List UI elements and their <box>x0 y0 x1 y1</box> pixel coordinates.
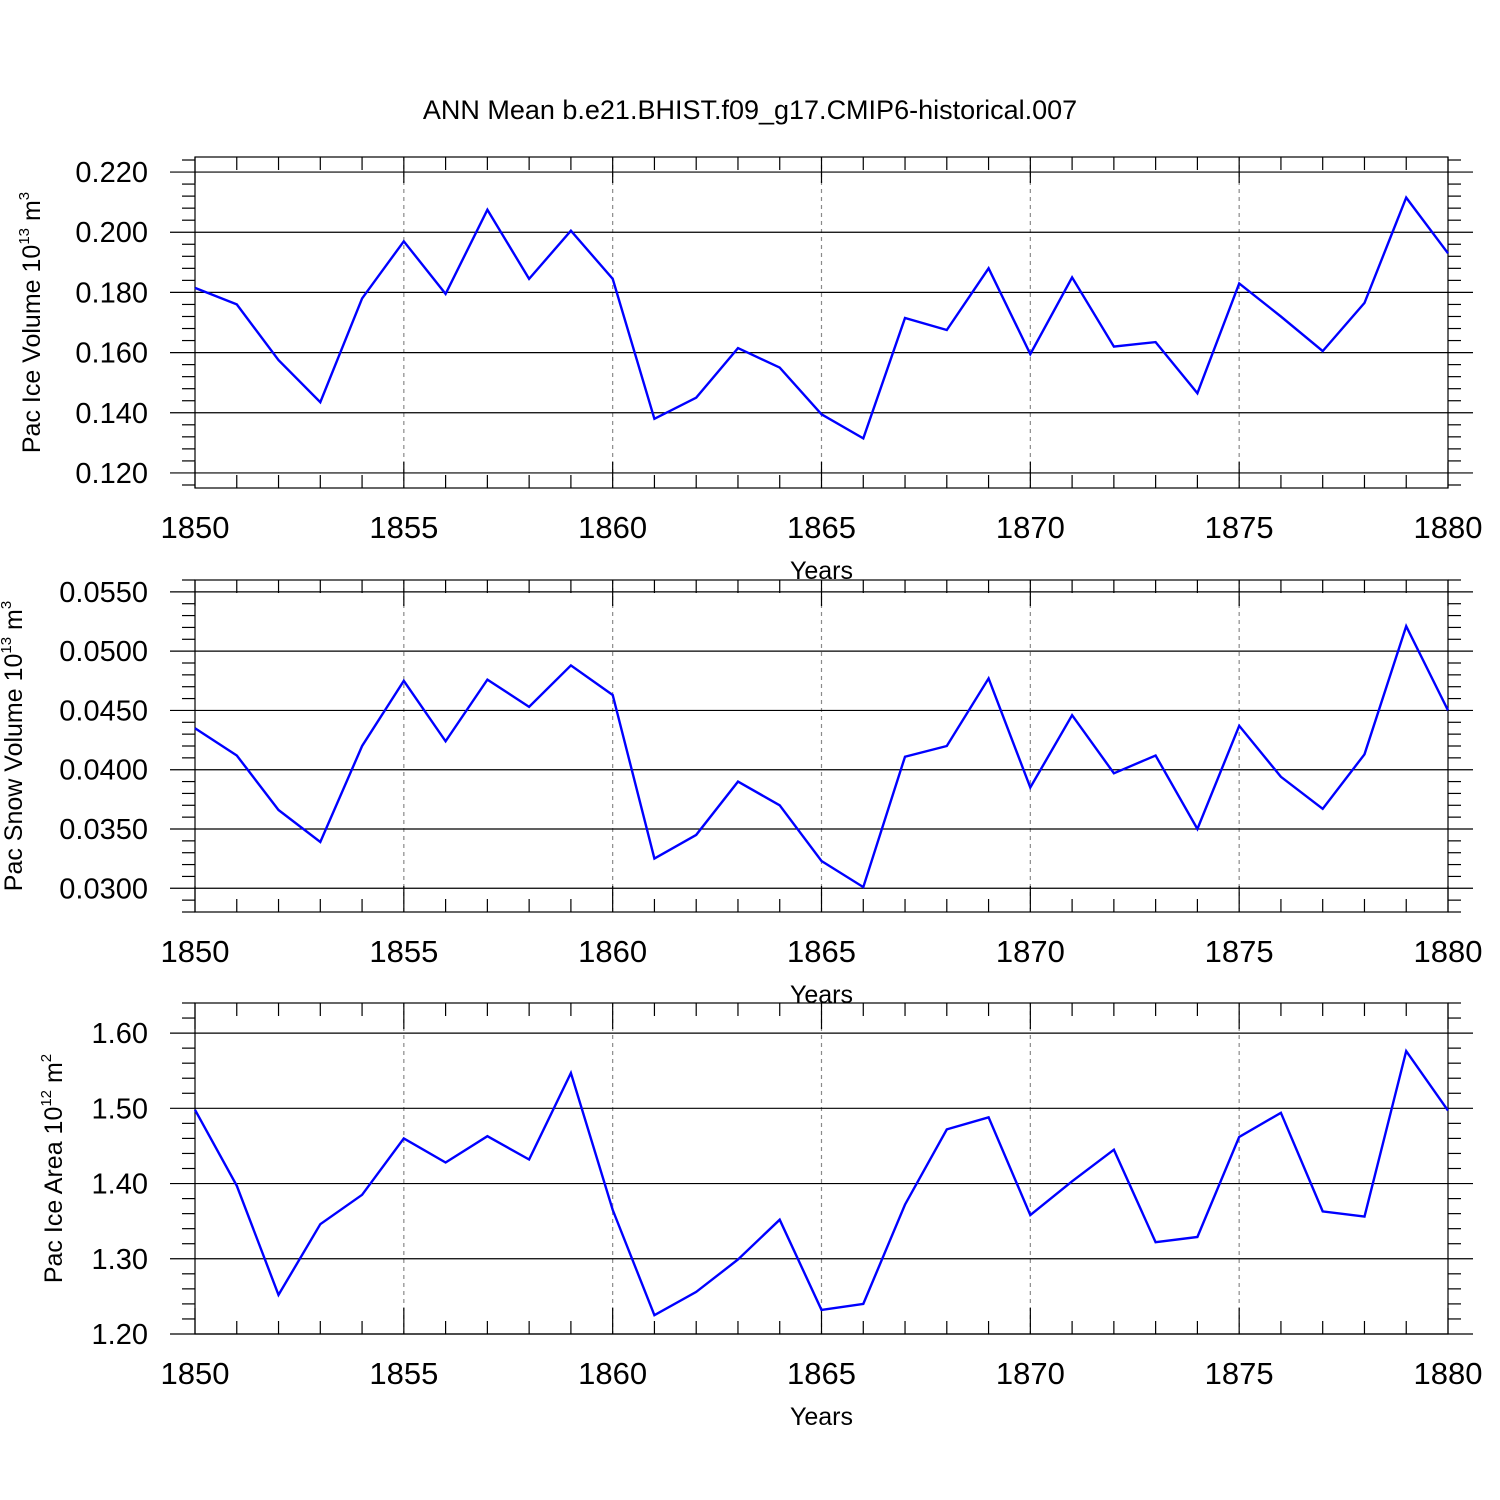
y-tick-label: 0.0450 <box>59 695 148 727</box>
x-tick-label: 1865 <box>787 934 856 969</box>
y-tick-label: 0.0350 <box>59 814 148 846</box>
x-tick-label: 1875 <box>1205 1356 1274 1391</box>
x-tick-label: 1865 <box>787 510 856 545</box>
series-line <box>193 1048 1449 1317</box>
y-tick-label: 1.40 <box>92 1169 148 1201</box>
x-tick-label: 1880 <box>1414 1356 1483 1391</box>
x-tick-label: 1860 <box>578 1356 647 1391</box>
x-tick-label: 1860 <box>578 510 647 545</box>
y-tick-label: 1.60 <box>92 1018 148 1050</box>
y-tick-label: 0.180 <box>75 277 148 309</box>
x-tick-label: 1880 <box>1414 934 1483 969</box>
x-tick-label: 1855 <box>369 1356 438 1391</box>
y-tick-label: 0.120 <box>75 458 148 490</box>
x-tick-label: 1855 <box>369 934 438 969</box>
panel-3: 1.20 1.30 1.40 1.50 1.60 1850 1855 1860 1865 1870… <box>38 1002 1483 1431</box>
x-tick-label: 1850 <box>161 510 230 545</box>
y-tick-label: 0.0400 <box>59 755 148 787</box>
x-tick-label: 1855 <box>369 510 438 545</box>
chart-title: ANN Mean b.e21.BHIST.f09_g17.CMIP6-histo… <box>423 95 1077 125</box>
y-tick-label: 1.50 <box>92 1093 148 1125</box>
y-tick-label: 0.200 <box>75 217 148 249</box>
x-tick-label: 1860 <box>578 934 647 969</box>
panel-2: 0.0300 0.0350 0.0400 0.0450 0.0500 0.0550 1850… <box>0 577 1482 1009</box>
x-tick-label: 1865 <box>787 1356 856 1391</box>
y-axis-label: Pac Ice Volume 1013 m3 <box>16 192 46 453</box>
y-tick-label: 0.220 <box>75 157 148 189</box>
y-tick-label: 0.0300 <box>59 873 148 905</box>
x-axis-label: Years <box>790 1403 853 1431</box>
y-tick-label: 1.20 <box>92 1319 148 1351</box>
x-tick-label: 1880 <box>1414 510 1483 545</box>
x-tick-label: 1850 <box>161 1356 230 1391</box>
y-tick-label: 0.160 <box>75 338 148 370</box>
y-tick-label: 0.0550 <box>59 577 148 609</box>
x-tick-label: 1870 <box>996 510 1065 545</box>
x-tick-label: 1875 <box>1205 510 1274 545</box>
x-tick-label: 1875 <box>1205 934 1274 969</box>
x-tick-label: 1850 <box>161 934 230 969</box>
y-tick-label: 0.0500 <box>59 636 148 668</box>
x-tick-label: 1870 <box>996 1356 1065 1391</box>
y-tick-label: 0.140 <box>75 398 148 430</box>
panel-1: 0.120 0.140 0.160 0.180 0.200 0.220 1850 1855 18… <box>16 156 1483 585</box>
y-axis-label: Pac Snow Volume 1013 m3 <box>0 601 28 891</box>
series-line <box>194 623 1450 889</box>
y-tick-label: 1.30 <box>92 1244 148 1276</box>
series-line <box>194 195 1449 441</box>
y-axis-label: Pac Ice Area 1012 m2 <box>38 1054 68 1283</box>
x-tick-label: 1870 <box>996 934 1065 969</box>
